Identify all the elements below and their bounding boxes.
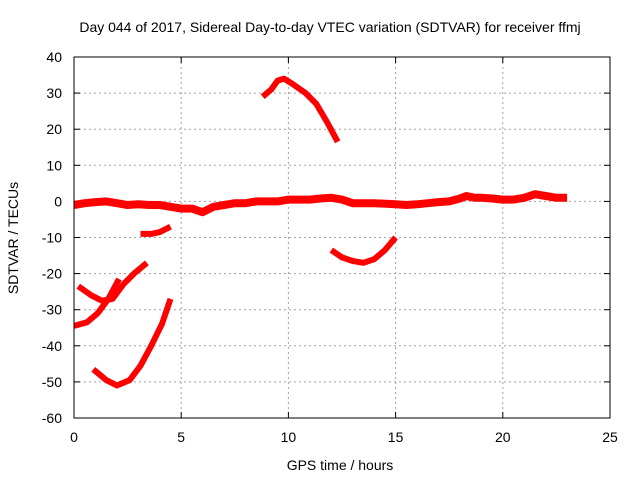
y-axis-label: SDTVAR / TECUs bbox=[5, 182, 21, 294]
x-tick-label: 0 bbox=[70, 429, 78, 445]
series-trace-u-1h bbox=[76, 260, 149, 304]
y-axis-ticks: -60 -50 -40 -30 -20 -10 0 10 20 30 40 bbox=[42, 49, 610, 426]
series-trace-short-3h bbox=[140, 224, 172, 237]
x-tick-label: 20 bbox=[495, 429, 511, 445]
series-trace-rise-1h bbox=[73, 277, 122, 329]
chart-title: Day 044 of 2017, Sidereal Day-to-day VTE… bbox=[79, 19, 580, 35]
plot-frame bbox=[73, 56, 611, 419]
x-tick-label: 10 bbox=[281, 429, 297, 445]
y-tick-label: 0 bbox=[54, 193, 62, 209]
y-tick-label: -60 bbox=[42, 410, 62, 426]
x-tick-label: 5 bbox=[177, 429, 185, 445]
y-tick-label: 40 bbox=[46, 49, 62, 65]
y-tick-label: 30 bbox=[46, 85, 62, 101]
series-trace-peak bbox=[260, 75, 341, 144]
x-tick-label: 25 bbox=[602, 429, 618, 445]
y-tick-label: -50 bbox=[42, 374, 62, 390]
y-tick-label: -10 bbox=[42, 230, 62, 246]
y-tick-label: -30 bbox=[42, 302, 62, 318]
series-trace-dip-15h bbox=[329, 235, 398, 266]
y-tick-label: 10 bbox=[46, 157, 62, 173]
x-axis-label: GPS time / hours bbox=[287, 457, 394, 473]
data-series bbox=[73, 75, 568, 389]
x-tick-label: 15 bbox=[388, 429, 404, 445]
y-tick-label: -40 bbox=[42, 338, 62, 354]
y-tick-label: 20 bbox=[46, 121, 62, 137]
series-trace-deep-2h bbox=[91, 297, 174, 389]
series-main-trace bbox=[73, 190, 568, 217]
x-axis-ticks: 0 5 10 15 20 25 bbox=[70, 57, 618, 445]
y-tick-label: -20 bbox=[42, 266, 62, 282]
grid-lines bbox=[74, 57, 610, 418]
